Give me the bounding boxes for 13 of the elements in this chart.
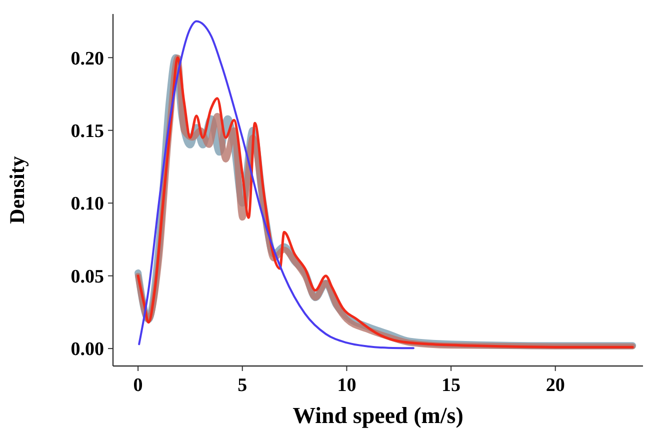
y-tick-label: 0.20 [70, 48, 104, 70]
y-axis-title: Density [5, 156, 29, 224]
x-tick-label: 20 [546, 375, 565, 396]
x-tick-label: 10 [337, 375, 356, 396]
x-tick-label: 5 [238, 375, 248, 396]
x-axis-title: Wind speed (m/s) [292, 403, 464, 428]
y-tick-label: 0.05 [70, 266, 104, 288]
line-series [138, 20, 414, 350]
x-tick-label: 0 [133, 375, 143, 396]
y-tick-label: 0.00 [70, 339, 104, 360]
y-tick-label: 0.10 [70, 194, 104, 215]
y-tick-label: 0.15 [70, 121, 104, 142]
x-tick-label: 15 [442, 375, 461, 396]
